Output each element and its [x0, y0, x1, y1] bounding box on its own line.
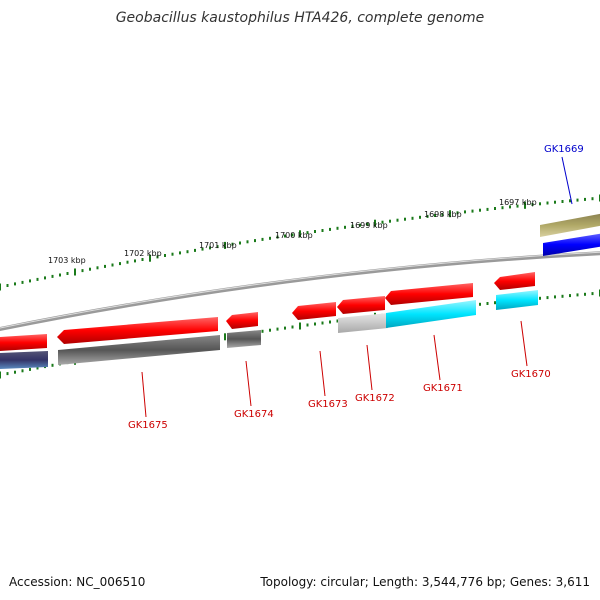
- scale-label: 1702 kbp: [124, 249, 162, 258]
- genome-stats-text: Topology: circular; Length: 3,544,776 bp…: [260, 575, 590, 589]
- leader-line-gk1670: [520, 320, 528, 367]
- gene-label-gk1673[interactable]: GK1673: [308, 399, 348, 410]
- gene-label-gk1674[interactable]: GK1674: [234, 409, 274, 420]
- scale-label: 1697 kbp: [499, 198, 537, 207]
- genome-title: Geobacillus kaustophilus HTA426, complet…: [115, 10, 485, 26]
- gene-label-gk1669[interactable]: GK1669: [544, 144, 584, 155]
- genome-backbone: [0, 251, 600, 332]
- gene-arrow-gk1675[interactable]: [57, 317, 218, 344]
- scale-label: 1703 kbp: [48, 256, 86, 265]
- scale-label: 1699 kbp: [350, 221, 388, 230]
- scale-label: 1698 kbp: [424, 210, 462, 219]
- leader-line-gk1671: [433, 334, 441, 381]
- leader-line-gk1674: [245, 360, 252, 407]
- gene-arrow-gk1670-product[interactable]: [496, 290, 538, 310]
- gene-arrow-gk1674-product[interactable]: [227, 330, 261, 348]
- forward-strand-ticks: [0, 194, 600, 291]
- leader-line-gk1669: [561, 156, 573, 205]
- gene-arrow-gk1671[interactable]: [385, 283, 473, 305]
- gene-arrow-gk1669[interactable]: [540, 213, 600, 237]
- genome-backbone-highlight: [0, 251, 600, 329]
- leader-line-gk1672: [366, 344, 373, 391]
- gene-label-gk1671[interactable]: GK1671: [423, 383, 463, 394]
- gene-arrow-partial-lower[interactable]: [0, 351, 48, 369]
- gene-label-gk1672[interactable]: GK1672: [355, 393, 395, 404]
- scale-label: 1701 kbp: [199, 241, 237, 250]
- leader-line-gk1673: [319, 350, 326, 397]
- scale-label: 1700 kbp: [275, 231, 313, 240]
- gene-arrow-gk1675-product[interactable]: [58, 335, 220, 365]
- gene-arrow-gk1672-product[interactable]: [338, 313, 388, 333]
- gene-arrow-gk1672[interactable]: [337, 296, 385, 314]
- gene-arrow-gk1674[interactable]: [226, 312, 258, 329]
- gene-arrow-gk1670[interactable]: [494, 272, 535, 290]
- accession-text: Accession: NC_006510: [9, 575, 146, 589]
- gene-label-gk1670[interactable]: GK1670: [511, 369, 551, 380]
- gene-arrow-partial[interactable]: [0, 334, 47, 351]
- gene-arrow-gk1671-product[interactable]: [386, 300, 476, 328]
- gene-arrow-gk1669-blue[interactable]: [543, 233, 600, 256]
- gene-arrow-gk1673[interactable]: [292, 302, 336, 320]
- leader-line-gk1675: [141, 371, 147, 418]
- gene-label-gk1675[interactable]: GK1675: [128, 420, 168, 431]
